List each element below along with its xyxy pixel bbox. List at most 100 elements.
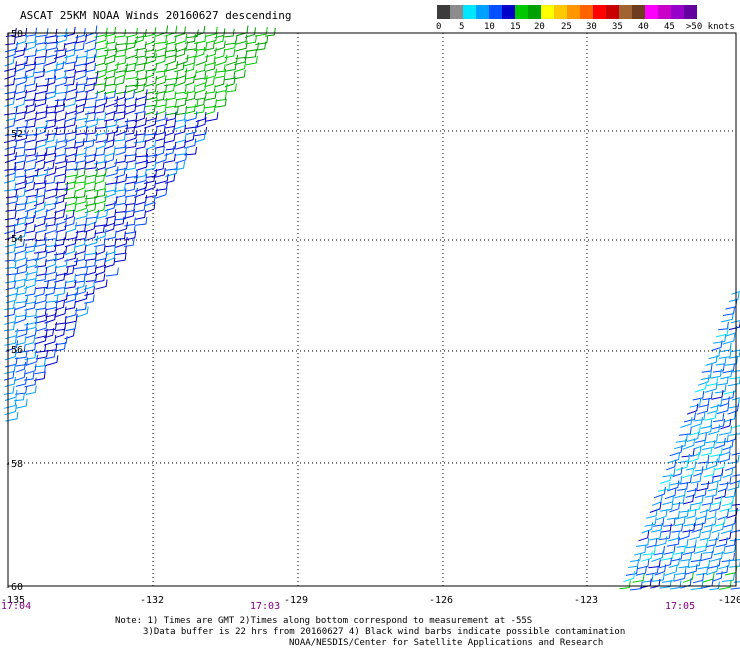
wind-barb: [174, 85, 187, 95]
wind-barb: [63, 279, 77, 290]
wind-barb: [15, 398, 28, 409]
wind-barb: [64, 251, 77, 262]
wind-barb: [34, 333, 47, 345]
wind-barb: [4, 56, 15, 67]
colorbar-label: 15: [510, 22, 521, 32]
wind-barb: [704, 488, 718, 498]
wind-barb: [55, 69, 67, 80]
wind-barb: [700, 419, 713, 429]
wind-barb: [44, 118, 57, 130]
wind-barb: [75, 84, 86, 94]
lat-tick-label: -58: [5, 459, 23, 470]
wind-barb: [225, 62, 237, 72]
wind-barb: [34, 365, 47, 375]
wind-barb: [134, 83, 146, 94]
wind-barb: [669, 445, 683, 457]
wind-barb: [4, 182, 17, 192]
wind-barb: [34, 286, 46, 298]
wind-barb: [74, 104, 85, 115]
wind-barb: [731, 370, 740, 373]
wind-barb: [636, 537, 650, 547]
colorbar-label: 35: [612, 22, 623, 32]
wind-barb: [63, 216, 76, 228]
wind-barb: [84, 196, 96, 207]
wind-barb: [174, 112, 186, 123]
wind-barb: [25, 57, 36, 67]
wind-barb: [105, 166, 119, 177]
wind-barb: [630, 553, 642, 562]
wind-barb: [203, 99, 217, 109]
wind-barb: [24, 39, 37, 51]
wind-barb: [652, 572, 665, 582]
wind-barb: [706, 564, 719, 576]
colorbar-segment: [619, 5, 632, 19]
wind-barb: [659, 502, 674, 512]
wind-barb: [43, 146, 57, 157]
wind-barb: [204, 47, 217, 58]
wind-barb: [145, 139, 157, 150]
wind-barb: [694, 381, 708, 393]
colorbar-label: 40: [638, 22, 649, 32]
wind-barb: [686, 403, 699, 415]
wind-barb: [694, 487, 707, 499]
wind-barb: [144, 90, 158, 101]
wind-barb: [235, 34, 248, 45]
wind-barb: [154, 112, 167, 123]
wind-barb: [25, 152, 38, 163]
wind-barb: [85, 182, 96, 192]
wind-barb: [135, 71, 148, 81]
wind-barb: [154, 161, 165, 172]
wind-barb: [15, 127, 27, 137]
wind-barb: [24, 377, 37, 388]
wind-barb: [115, 36, 129, 46]
wind-barb: [105, 209, 117, 219]
wind-barb: [697, 559, 711, 570]
wind-barb: [255, 41, 267, 51]
wind-barb: [95, 68, 107, 80]
wind-barb: [104, 158, 118, 170]
wind-barb: [670, 475, 683, 486]
wind-barb: [14, 392, 25, 402]
wind-barb: [34, 244, 47, 254]
wind-barb: [34, 313, 48, 324]
wind-barb: [705, 434, 719, 444]
wind-barb: [55, 28, 68, 38]
wind-barb: [154, 104, 167, 116]
wind-barb: [4, 127, 19, 136]
wind-barb: [34, 64, 45, 74]
wind-barb: [667, 452, 681, 464]
wind-barb: [75, 201, 88, 213]
wind-barb: [95, 120, 108, 129]
wind-barb: [45, 188, 58, 200]
wind-barb: [727, 376, 740, 387]
lat-tick-label: -54: [5, 234, 23, 245]
wind-barb: [145, 202, 156, 213]
wind-barb: [105, 196, 118, 207]
wind-barb: [204, 104, 216, 116]
wind-barb: [24, 181, 36, 192]
wind-barb: [223, 40, 237, 51]
swath-time-label: 17:05: [665, 601, 695, 612]
wind-barb: [24, 215, 35, 226]
wind-barb: [64, 180, 76, 192]
wind-barb: [164, 54, 177, 66]
wind-barb: [24, 132, 38, 144]
wind-barb: [164, 153, 176, 163]
wind-barb: [34, 68, 46, 79]
wind-barb: [85, 90, 99, 101]
wind-barb: [75, 209, 89, 220]
wind-barb: [625, 566, 639, 576]
wind-barb: [95, 48, 109, 58]
wind-barb: [15, 74, 28, 86]
wind-barb: [15, 386, 28, 395]
wind-barb: [658, 557, 672, 569]
wind-barb: [34, 308, 47, 319]
wind-barb: [215, 54, 228, 66]
wind-barb: [154, 139, 166, 149]
wind-barb: [95, 244, 106, 256]
wind-barb: [125, 169, 138, 179]
wind-barb: [133, 202, 146, 213]
wind-barb: [14, 28, 28, 38]
lon-tick-label: -135: [1, 595, 25, 606]
wind-barb: [55, 292, 68, 304]
